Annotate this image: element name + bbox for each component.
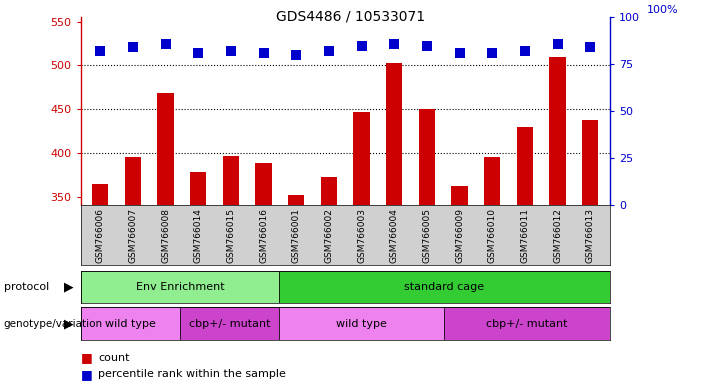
Point [95,48,106,54]
Text: GSM766003: GSM766003 [357,209,366,263]
Text: GSM766016: GSM766016 [259,209,268,263]
Text: wild type: wild type [336,318,387,329]
Text: cbp+/- mutant: cbp+/- mutant [486,318,568,329]
Bar [418,109,435,384]
Bar [92,184,109,384]
Text: 100%: 100% [647,5,679,15]
Bar [279,271,610,303]
Text: GSM766008: GSM766008 [161,209,170,263]
Text: ▶: ▶ [64,317,74,330]
Bar [223,156,239,384]
Text: GSM766009: GSM766009 [455,209,464,263]
Text: GSM766010: GSM766010 [488,209,497,263]
Bar [190,172,206,384]
Text: ■: ■ [81,368,93,381]
Text: GSM766015: GSM766015 [226,209,236,263]
Bar [81,307,180,340]
Point [160,41,171,47]
Text: GSM766004: GSM766004 [390,209,399,263]
Point [454,50,465,56]
Bar [321,177,337,384]
Point [291,52,302,58]
Text: GSM766002: GSM766002 [325,209,334,263]
Point [585,44,596,50]
Bar [180,307,279,340]
Text: wild type: wild type [104,318,156,329]
Point [193,50,204,56]
Text: protocol: protocol [4,282,49,292]
Text: GSM766001: GSM766001 [292,209,301,263]
Bar [353,112,369,384]
Text: standard cage: standard cage [404,282,484,292]
Point [225,48,236,54]
Text: GDS4486 / 10533071: GDS4486 / 10533071 [276,10,425,23]
Text: genotype/variation: genotype/variation [4,318,102,329]
Point [258,50,269,56]
Bar [582,120,599,384]
Text: GSM766007: GSM766007 [128,209,137,263]
Text: count: count [98,353,130,363]
Point [128,44,139,50]
Point [552,41,563,47]
Point [388,41,400,47]
Bar [279,307,444,340]
Bar [517,127,533,384]
Text: GSM766005: GSM766005 [423,209,431,263]
Point [356,43,367,49]
Text: Env Enrichment: Env Enrichment [135,282,224,292]
Text: percentile rank within the sample: percentile rank within the sample [98,369,286,379]
Text: GSM766013: GSM766013 [586,209,594,263]
Bar [550,57,566,384]
Point [486,50,498,56]
Bar [81,271,279,303]
Bar [158,93,174,384]
Point [519,48,531,54]
Text: ▶: ▶ [64,281,74,293]
Text: cbp+/- mutant: cbp+/- mutant [189,318,270,329]
Point [421,43,433,49]
Bar [386,63,402,384]
Text: GSM766014: GSM766014 [193,209,203,263]
Text: GSM766006: GSM766006 [96,209,104,263]
Bar [451,186,468,384]
Text: ■: ■ [81,351,93,364]
Point [323,48,334,54]
Bar [255,164,272,384]
Bar [125,157,141,384]
Bar [288,195,304,384]
Bar [484,157,501,384]
Text: GSM766012: GSM766012 [553,209,562,263]
Text: GSM766011: GSM766011 [520,209,529,263]
Bar [444,307,610,340]
